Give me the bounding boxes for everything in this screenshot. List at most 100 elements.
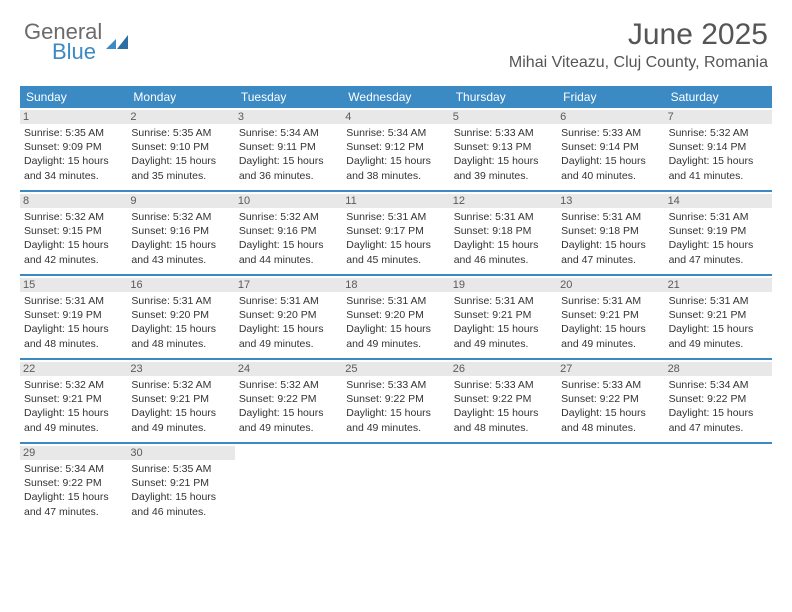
- calendar-cell: 22 Sunrise: 5:32 AMSunset: 9:21 PMDayligh…: [20, 360, 127, 442]
- day-info: Sunrise: 5:32 AMSunset: 9:15 PMDaylight:…: [24, 210, 123, 267]
- day-number: 26: [450, 362, 557, 376]
- day-number: 24: [235, 362, 342, 376]
- weeks-container: 1 Sunrise: 5:35 AMSunset: 9:09 PMDaylight…: [20, 108, 772, 526]
- day-info: Sunrise: 5:34 AMSunset: 9:22 PMDaylight:…: [669, 378, 768, 435]
- day-number: 12: [450, 194, 557, 208]
- day-info: Sunrise: 5:32 AMSunset: 9:21 PMDaylight:…: [131, 378, 230, 435]
- calendar-cell: 2Sunrise: 5:35 AMSunset: 9:10 PMDaylight…: [127, 108, 234, 190]
- day-number: 13: [557, 194, 664, 208]
- day-info: Sunrise: 5:32 AMSunset: 9:16 PMDaylight:…: [131, 210, 230, 267]
- calendar-cell: [342, 444, 449, 526]
- calendar-cell: 29Sunrise: 5:34 AMSunset: 9:22 PMDayligh…: [20, 444, 127, 526]
- day-header: Tuesday: [235, 86, 342, 108]
- day-number: 23: [127, 362, 234, 376]
- day-number: 16: [127, 278, 234, 292]
- calendar-cell: 4Sunrise: 5:34 AMSunset: 9:12 PMDaylight…: [342, 108, 449, 190]
- day-number: 9: [127, 194, 234, 208]
- day-number: 19: [450, 278, 557, 292]
- day-info: Sunrise: 5:32 AMSunset: 9:21 PMDaylight:…: [24, 378, 123, 435]
- day-number: 22: [20, 362, 127, 376]
- day-header: Friday: [557, 86, 664, 108]
- day-number: 15: [20, 278, 127, 292]
- day-number: 27: [557, 362, 664, 376]
- day-number: 28: [665, 362, 772, 376]
- week-row: 1 Sunrise: 5:35 AMSunset: 9:09 PMDaylight…: [20, 108, 772, 192]
- page-header: General Blue June 2025 Mihai Viteazu, Cl…: [0, 0, 792, 80]
- day-info: Sunrise: 5:35 AMSunset: 9:09 PMDaylight:…: [24, 126, 123, 183]
- day-number: 1: [20, 110, 127, 124]
- day-info: Sunrise: 5:31 AMSunset: 9:18 PMDaylight:…: [561, 210, 660, 267]
- day-number: 8: [20, 194, 127, 208]
- day-number: 30: [127, 446, 234, 460]
- calendar-cell: 21 Sunrise: 5:31 AMSunset: 9:21 PMDayligh…: [665, 276, 772, 358]
- day-info: Sunrise: 5:31 AMSunset: 9:20 PMDaylight:…: [239, 294, 338, 351]
- day-info: Sunrise: 5:34 AMSunset: 9:11 PMDaylight:…: [239, 126, 338, 183]
- day-info: Sunrise: 5:34 AMSunset: 9:12 PMDaylight:…: [346, 126, 445, 183]
- day-info: Sunrise: 5:31 AMSunset: 9:21 PMDaylight:…: [561, 294, 660, 351]
- brand-logo: General Blue: [24, 22, 134, 62]
- day-number: 18: [342, 278, 449, 292]
- week-row: 8 Sunrise: 5:32 AMSunset: 9:15 PMDaylight…: [20, 192, 772, 276]
- day-info: Sunrise: 5:32 AMSunset: 9:22 PMDaylight:…: [239, 378, 338, 435]
- day-number: 5: [450, 110, 557, 124]
- calendar-cell: 16 Sunrise: 5:31 AMSunset: 9:20 PMDayligh…: [127, 276, 234, 358]
- title-block: June 2025 Mihai Viteazu, Cluj County, Ro…: [509, 18, 768, 72]
- day-info: Sunrise: 5:31 AMSunset: 9:21 PMDaylight:…: [669, 294, 768, 351]
- day-info: Sunrise: 5:33 AMSunset: 9:14 PMDaylight:…: [561, 126, 660, 183]
- day-info: Sunrise: 5:31 AMSunset: 9:20 PMDaylight:…: [346, 294, 445, 351]
- logo-blue: Blue: [52, 42, 102, 62]
- calendar-cell: 11 Sunrise: 5:31 AMSunset: 9:17 PMDayligh…: [342, 192, 449, 274]
- week-row: 29Sunrise: 5:34 AMSunset: 9:22 PMDayligh…: [20, 444, 772, 526]
- calendar-cell: 12 Sunrise: 5:31 AMSunset: 9:18 PMDayligh…: [450, 192, 557, 274]
- day-info: Sunrise: 5:34 AMSunset: 9:22 PMDaylight:…: [24, 462, 123, 519]
- day-info: Sunrise: 5:31 AMSunset: 9:18 PMDaylight:…: [454, 210, 553, 267]
- day-info: Sunrise: 5:33 AMSunset: 9:22 PMDaylight:…: [454, 378, 553, 435]
- calendar-cell: [665, 444, 772, 526]
- calendar-cell: 3 Sunrise: 5:34 AMSunset: 9:11 PMDaylight…: [235, 108, 342, 190]
- calendar-cell: 27 Sunrise: 5:33 AMSunset: 9:22 PMDayligh…: [557, 360, 664, 442]
- day-header: Saturday: [665, 86, 772, 108]
- calendar-cell: 14Sunrise: 5:31 AMSunset: 9:19 PMDayligh…: [665, 192, 772, 274]
- day-info: Sunrise: 5:31 AMSunset: 9:17 PMDaylight:…: [346, 210, 445, 267]
- calendar-cell: 30Sunrise: 5:35 AMSunset: 9:21 PMDayligh…: [127, 444, 234, 526]
- calendar-cell: 17 Sunrise: 5:31 AMSunset: 9:20 PMDayligh…: [235, 276, 342, 358]
- calendar-cell: 9 Sunrise: 5:32 AMSunset: 9:16 PMDaylight…: [127, 192, 234, 274]
- calendar-cell: [450, 444, 557, 526]
- calendar-cell: 24 Sunrise: 5:32 AMSunset: 9:22 PMDayligh…: [235, 360, 342, 442]
- day-info: Sunrise: 5:33 AMSunset: 9:22 PMDaylight:…: [346, 378, 445, 435]
- day-number: 6: [557, 110, 664, 124]
- calendar-cell: [235, 444, 342, 526]
- day-number: 7: [665, 110, 772, 124]
- calendar-cell: [557, 444, 664, 526]
- day-number: 11: [342, 194, 449, 208]
- day-headers-row: SundayMondayTuesdayWednesdayThursdayFrid…: [20, 86, 772, 108]
- day-info: Sunrise: 5:33 AMSunset: 9:13 PMDaylight:…: [454, 126, 553, 183]
- month-title: June 2025: [509, 18, 768, 52]
- week-row: 15 Sunrise: 5:31 AMSunset: 9:19 PMDayligh…: [20, 276, 772, 360]
- day-header: Monday: [127, 86, 234, 108]
- day-info: Sunrise: 5:33 AMSunset: 9:22 PMDaylight:…: [561, 378, 660, 435]
- calendar-cell: 18 Sunrise: 5:31 AMSunset: 9:20 PMDayligh…: [342, 276, 449, 358]
- calendar-cell: 20 Sunrise: 5:31 AMSunset: 9:21 PMDayligh…: [557, 276, 664, 358]
- day-info: Sunrise: 5:31 AMSunset: 9:21 PMDaylight:…: [454, 294, 553, 351]
- logo-mark-icon: [106, 33, 134, 53]
- calendar-cell: 1 Sunrise: 5:35 AMSunset: 9:09 PMDaylight…: [20, 108, 127, 190]
- calendar-cell: 19 Sunrise: 5:31 AMSunset: 9:21 PMDayligh…: [450, 276, 557, 358]
- calendar-cell: 28 Sunrise: 5:34 AMSunset: 9:22 PMDayligh…: [665, 360, 772, 442]
- calendar: SundayMondayTuesdayWednesdayThursdayFrid…: [20, 86, 772, 526]
- day-header: Sunday: [20, 86, 127, 108]
- day-number: 20: [557, 278, 664, 292]
- day-info: Sunrise: 5:31 AMSunset: 9:19 PMDaylight:…: [24, 294, 123, 351]
- day-number: 17: [235, 278, 342, 292]
- day-info: Sunrise: 5:31 AMSunset: 9:20 PMDaylight:…: [131, 294, 230, 351]
- calendar-cell: 7 Sunrise: 5:32 AMSunset: 9:14 PMDaylight…: [665, 108, 772, 190]
- day-header: Wednesday: [342, 86, 449, 108]
- day-info: Sunrise: 5:32 AMSunset: 9:14 PMDaylight:…: [669, 126, 768, 183]
- calendar-cell: 26 Sunrise: 5:33 AMSunset: 9:22 PMDayligh…: [450, 360, 557, 442]
- day-number: 3: [235, 110, 342, 124]
- calendar-cell: 23 Sunrise: 5:32 AMSunset: 9:21 PMDayligh…: [127, 360, 234, 442]
- day-info: Sunrise: 5:35 AMSunset: 9:10 PMDaylight:…: [131, 126, 230, 183]
- calendar-cell: 13 Sunrise: 5:31 AMSunset: 9:18 PMDayligh…: [557, 192, 664, 274]
- day-number: 21: [665, 278, 772, 292]
- calendar-cell: 8 Sunrise: 5:32 AMSunset: 9:15 PMDaylight…: [20, 192, 127, 274]
